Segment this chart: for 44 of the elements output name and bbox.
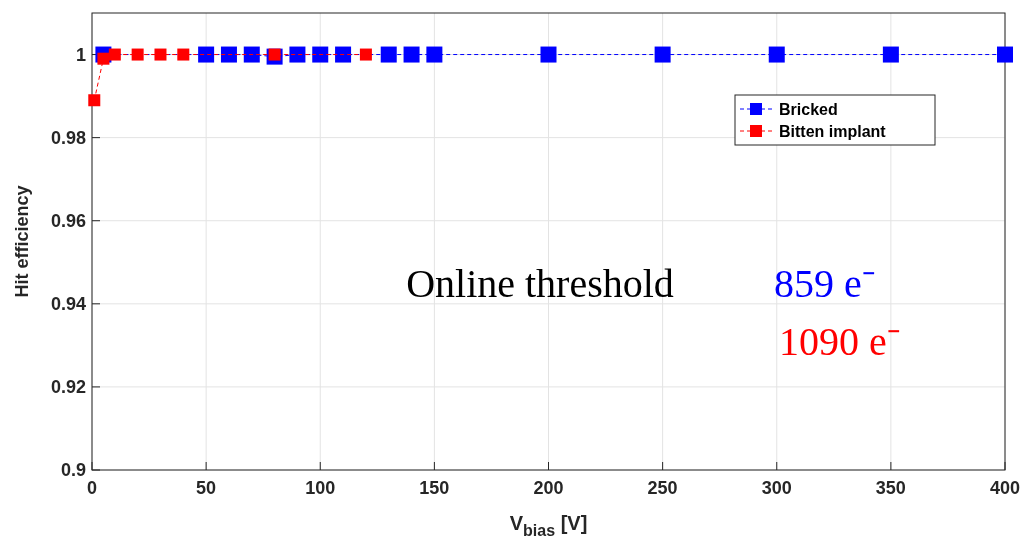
point <box>335 46 352 63</box>
point <box>289 46 306 63</box>
point <box>359 48 372 61</box>
x-tick-label: 0 <box>86 478 98 498</box>
legend-label: Bitten implant <box>779 123 887 140</box>
x-tick-label: 400 <box>989 478 1021 498</box>
point <box>997 46 1013 63</box>
point <box>131 48 144 61</box>
y-tick-label: 0.98 <box>50 127 86 148</box>
x-tick-label: 300 <box>761 478 792 498</box>
annotation: 859 e⁻ <box>774 261 876 306</box>
x-tick-label: 50 <box>196 478 217 498</box>
point <box>243 46 260 63</box>
x-tick-label: 200 <box>533 478 564 498</box>
point <box>97 52 110 65</box>
x-tick-label: 100 <box>305 478 336 498</box>
y-tick-label: 0.94 <box>50 293 86 314</box>
legend-label: Bricked <box>779 101 838 118</box>
x-axis-title: V$_{bias}$ [V] <box>509 512 588 539</box>
annotation: Online threshold <box>406 261 674 306</box>
point <box>654 46 671 63</box>
point <box>268 48 281 61</box>
point <box>882 46 899 63</box>
y-tick-label: 0.96 <box>50 210 86 231</box>
point <box>154 48 167 61</box>
point <box>403 46 420 63</box>
point <box>768 46 785 63</box>
point <box>220 46 237 63</box>
point <box>312 46 329 63</box>
point <box>426 46 443 63</box>
annotation: 1090 e⁻ <box>779 319 901 364</box>
point <box>540 46 557 63</box>
y-tick-label: 0.9 <box>60 460 86 480</box>
y-tick-label: 0.92 <box>50 376 86 397</box>
point <box>380 46 397 63</box>
y-tick-label: 1 <box>75 44 86 65</box>
y-axis-title: Hit efficiency <box>12 185 32 298</box>
x-tick-label: 250 <box>647 478 678 498</box>
point <box>88 94 101 107</box>
x-tick-label: 350 <box>875 478 906 498</box>
point <box>108 48 121 61</box>
point <box>198 46 215 63</box>
x-tick-label: 150 <box>419 478 450 498</box>
point <box>177 48 190 61</box>
